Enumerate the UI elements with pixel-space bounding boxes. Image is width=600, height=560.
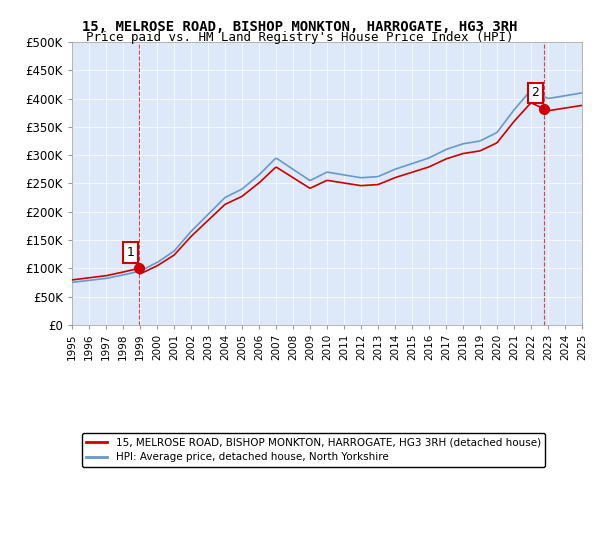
Legend: 15, MELROSE ROAD, BISHOP MONKTON, HARROGATE, HG3 3RH (detached house), HPI: Aver: 15, MELROSE ROAD, BISHOP MONKTON, HARROG…: [82, 433, 545, 466]
Text: 2: 2: [532, 86, 539, 100]
Text: Price paid vs. HM Land Registry's House Price Index (HPI): Price paid vs. HM Land Registry's House …: [86, 31, 514, 44]
Text: 1: 1: [127, 246, 134, 259]
Text: 15, MELROSE ROAD, BISHOP MONKTON, HARROGATE, HG3 3RH: 15, MELROSE ROAD, BISHOP MONKTON, HARROG…: [82, 20, 518, 34]
